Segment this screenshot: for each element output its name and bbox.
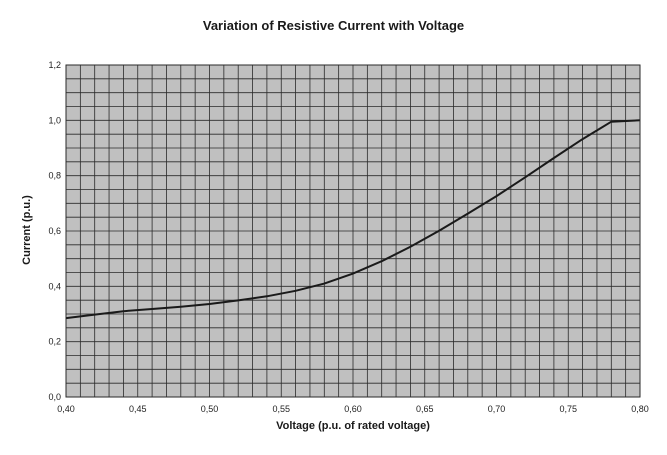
- data-point: [209, 303, 211, 305]
- data-point: [553, 157, 555, 159]
- data-point: [94, 314, 96, 316]
- x-tick-label: 0,40: [57, 404, 75, 414]
- x-axis-label: Voltage (p.u. of rated voltage): [276, 420, 430, 432]
- data-point: [151, 308, 153, 310]
- data-point: [409, 246, 411, 248]
- x-tick-label: 0,45: [129, 404, 147, 414]
- y-axis-label: Current (p.u.): [21, 195, 33, 265]
- y-tick-label: 0,6: [48, 226, 61, 236]
- y-tick-label: 1,0: [48, 115, 61, 125]
- data-point: [381, 260, 383, 262]
- grid-lines: [65, 64, 641, 398]
- x-tick-label: 0,50: [201, 404, 219, 414]
- data-point: [266, 295, 268, 297]
- y-tick-label: 0,2: [48, 337, 61, 347]
- data-point: [496, 195, 498, 197]
- x-tick-label: 0,60: [344, 404, 362, 414]
- data-point: [180, 306, 182, 308]
- data-point: [323, 283, 325, 285]
- data-point: [582, 138, 584, 140]
- y-tick-label: 1,2: [48, 60, 61, 70]
- data-point: [295, 290, 297, 292]
- plot-border: [65, 64, 641, 398]
- y-tick-label: 0,8: [48, 171, 61, 181]
- x-tick-label: 0,70: [488, 404, 506, 414]
- x-tick-label: 0,80: [631, 404, 649, 414]
- series-line: [65, 119, 641, 320]
- chart-title: Variation of Resistive Current with Volt…: [202, 18, 465, 33]
- data-point: [467, 213, 469, 215]
- data-point: [524, 176, 526, 178]
- data-point: [122, 310, 124, 312]
- y-tick-label: 0,0: [48, 392, 61, 402]
- data-point: [237, 299, 239, 301]
- data-point: [438, 230, 440, 232]
- y-tick-label: 0,4: [48, 281, 61, 291]
- data-point: [352, 273, 354, 275]
- x-tick-label: 0,65: [416, 404, 434, 414]
- tick-labels: 0,40 0,45 0,50 0,55 0,60 0,65 0,70 0,75 0,80 0,0 0…: [48, 60, 648, 414]
- x-tick-label: 0,55: [272, 404, 290, 414]
- data-point: [610, 121, 612, 123]
- x-tick-label: 0,75: [559, 404, 577, 414]
